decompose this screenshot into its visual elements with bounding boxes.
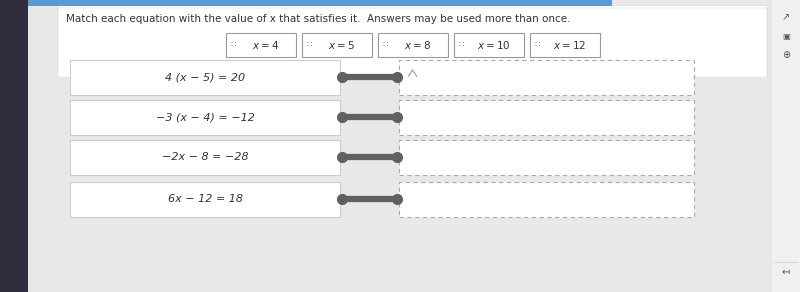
Text: Match each equation with the value of x that satisfies it.  Answers may be used : Match each equation with the value of x … (66, 14, 570, 24)
Text: ↗: ↗ (782, 12, 790, 22)
Text: $x = 5$: $x = 5$ (328, 39, 355, 51)
Text: ∷: ∷ (458, 41, 464, 50)
FancyBboxPatch shape (58, 8, 767, 77)
Text: 4 (x − 5) = 20: 4 (x − 5) = 20 (165, 72, 245, 82)
FancyBboxPatch shape (772, 0, 800, 292)
FancyBboxPatch shape (58, 5, 767, 77)
FancyBboxPatch shape (399, 100, 694, 135)
FancyBboxPatch shape (530, 33, 599, 57)
Text: ⊕: ⊕ (782, 50, 790, 60)
FancyBboxPatch shape (226, 33, 295, 57)
FancyBboxPatch shape (70, 100, 340, 135)
Text: −2x − 8 = −28: −2x − 8 = −28 (162, 152, 248, 162)
FancyBboxPatch shape (0, 0, 28, 292)
FancyBboxPatch shape (70, 182, 340, 216)
Text: −3 (x − 4) = −12: −3 (x − 4) = −12 (155, 112, 254, 122)
Text: $x = 12$: $x = 12$ (553, 39, 586, 51)
FancyBboxPatch shape (399, 140, 694, 175)
Text: $x = 8$: $x = 8$ (404, 39, 431, 51)
Text: ∷: ∷ (382, 41, 388, 50)
Text: 6x − 12 = 18: 6x − 12 = 18 (167, 194, 242, 204)
Text: ∷: ∷ (306, 41, 312, 50)
FancyBboxPatch shape (70, 60, 340, 95)
FancyBboxPatch shape (302, 33, 371, 57)
FancyBboxPatch shape (399, 60, 694, 95)
Text: ▣: ▣ (782, 32, 790, 41)
FancyBboxPatch shape (58, 77, 767, 284)
FancyBboxPatch shape (28, 0, 612, 6)
FancyBboxPatch shape (70, 140, 340, 175)
Text: $x = 4$: $x = 4$ (252, 39, 279, 51)
FancyBboxPatch shape (454, 33, 523, 57)
Text: ∷: ∷ (230, 41, 236, 50)
FancyBboxPatch shape (378, 33, 447, 57)
FancyBboxPatch shape (399, 182, 694, 216)
Text: $x = 10$: $x = 10$ (477, 39, 510, 51)
Text: ∷: ∷ (534, 41, 540, 50)
Text: ↤: ↤ (782, 267, 790, 277)
